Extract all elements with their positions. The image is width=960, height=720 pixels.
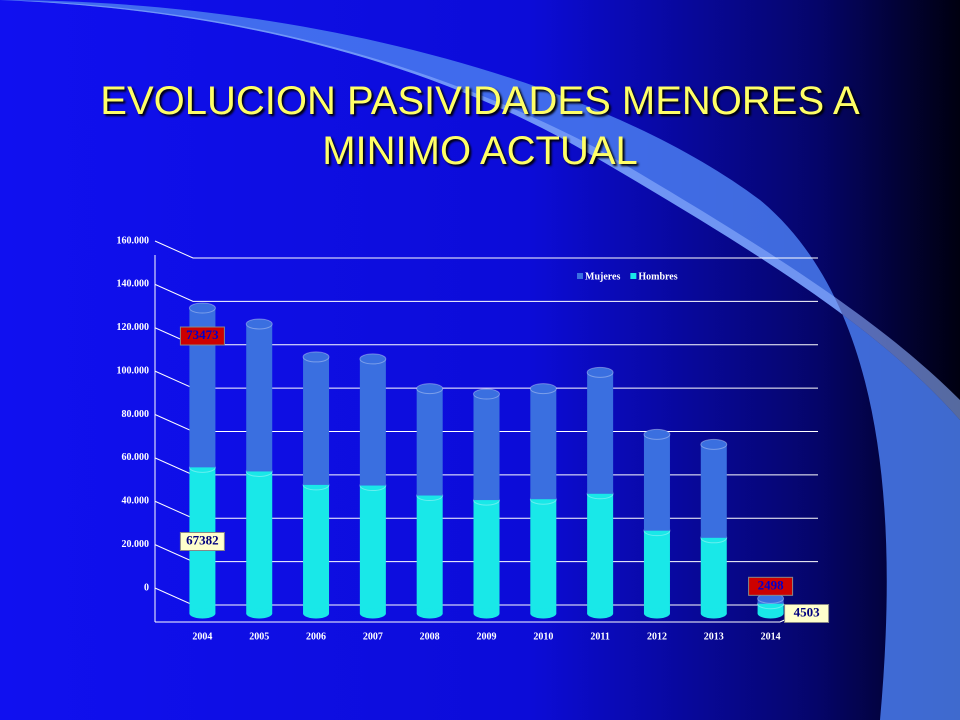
label-box bbox=[179, 532, 225, 551]
data-label: 2498 bbox=[758, 577, 785, 592]
bar-cap bbox=[188, 302, 216, 314]
data-label: 67382 bbox=[186, 532, 219, 547]
bar bbox=[643, 434, 670, 531]
bar-cap bbox=[302, 351, 330, 363]
legend-label: Hombres bbox=[638, 271, 677, 282]
x-tick-label: 2009 bbox=[477, 631, 497, 642]
bar-cap bbox=[359, 353, 387, 365]
bar bbox=[530, 388, 557, 500]
bar bbox=[303, 356, 330, 485]
bar bbox=[416, 388, 443, 496]
bar-cap bbox=[700, 438, 728, 450]
bar-cap bbox=[416, 383, 444, 395]
legend-swatch bbox=[577, 273, 583, 279]
y-tick-label: 160.000 bbox=[117, 235, 150, 246]
x-tick-label: 2006 bbox=[306, 631, 326, 642]
x-tick-label: 2013 bbox=[704, 631, 724, 642]
legend-label: Mujeres bbox=[585, 271, 620, 282]
bar bbox=[700, 537, 727, 614]
y-tick-label: 80.000 bbox=[122, 409, 150, 420]
bar-cap bbox=[586, 366, 614, 378]
y-tick-label: 0 bbox=[144, 582, 149, 593]
x-tick-label: 2010 bbox=[533, 631, 553, 642]
x-tick-label: 2011 bbox=[590, 631, 609, 642]
bar bbox=[359, 485, 386, 614]
bar-base bbox=[303, 608, 330, 619]
bar-base bbox=[416, 608, 443, 619]
bar bbox=[246, 323, 273, 472]
bar-base bbox=[473, 608, 500, 619]
bar bbox=[303, 484, 330, 614]
x-tick-label: 2012 bbox=[647, 631, 667, 642]
bar bbox=[416, 495, 443, 614]
bar bbox=[587, 493, 614, 614]
bar bbox=[700, 444, 727, 538]
bar bbox=[530, 499, 557, 614]
bar bbox=[246, 471, 273, 614]
bar bbox=[587, 372, 614, 494]
y-tick-label: 60.000 bbox=[122, 452, 150, 463]
bar-base bbox=[643, 608, 670, 619]
bar bbox=[473, 394, 500, 501]
bar-base bbox=[587, 608, 614, 619]
y-tick-label: 140.000 bbox=[117, 279, 150, 290]
chart-title: EVOLUCION PASIVIDADES MENORES A MINIMO A… bbox=[100, 79, 860, 173]
bar-cap bbox=[473, 388, 500, 400]
data-label: 73473 bbox=[186, 327, 219, 342]
grid-line bbox=[154, 283, 818, 302]
y-tick-label: 100.000 bbox=[117, 365, 150, 376]
bar-base bbox=[246, 608, 273, 619]
bar bbox=[359, 358, 386, 486]
x-tick-label: 2014 bbox=[761, 631, 781, 642]
grid-line bbox=[154, 240, 818, 259]
bar-cap bbox=[245, 318, 273, 330]
label-box bbox=[179, 326, 225, 346]
bar-base bbox=[189, 608, 216, 619]
bar-base bbox=[700, 608, 727, 619]
bar bbox=[473, 500, 500, 614]
data-label: 4503 bbox=[794, 604, 821, 619]
bar-base bbox=[757, 608, 784, 619]
x-tick-label: 2007 bbox=[363, 631, 383, 642]
label-box bbox=[784, 604, 830, 623]
bar-cap bbox=[529, 383, 557, 395]
x-tick-label: 2005 bbox=[249, 631, 269, 642]
y-tick-label: 20.000 bbox=[122, 539, 150, 550]
bar-base bbox=[530, 608, 557, 619]
bar bbox=[643, 530, 670, 614]
x-tick-label: 2008 bbox=[420, 631, 440, 642]
legend-swatch bbox=[630, 273, 637, 279]
bar-cap bbox=[643, 428, 671, 440]
bar-base bbox=[359, 608, 386, 619]
y-tick-label: 120.000 bbox=[117, 322, 150, 333]
label-box bbox=[748, 576, 794, 596]
x-tick-label: 2004 bbox=[192, 631, 212, 642]
y-tick-label: 40.000 bbox=[122, 496, 150, 507]
